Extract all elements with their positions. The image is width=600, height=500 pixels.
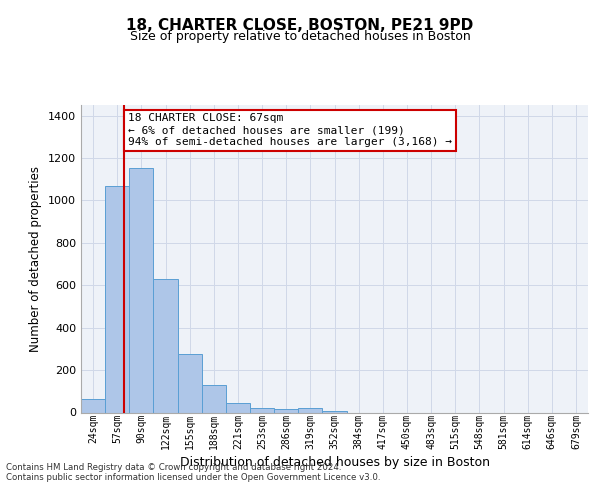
- Bar: [274, 409, 298, 412]
- Bar: [202, 385, 226, 412]
- Text: 18 CHARTER CLOSE: 67sqm
← 6% of detached houses are smaller (199)
94% of semi-de: 18 CHARTER CLOSE: 67sqm ← 6% of detached…: [128, 114, 452, 146]
- Bar: [105, 186, 129, 412]
- Bar: [250, 408, 274, 412]
- Bar: [178, 354, 202, 412]
- Bar: [154, 279, 178, 412]
- Bar: [226, 402, 250, 412]
- Y-axis label: Number of detached properties: Number of detached properties: [29, 166, 43, 352]
- Bar: [81, 400, 105, 412]
- Text: Contains HM Land Registry data © Crown copyright and database right 2024.
Contai: Contains HM Land Registry data © Crown c…: [6, 463, 380, 482]
- X-axis label: Distribution of detached houses by size in Boston: Distribution of detached houses by size …: [179, 456, 490, 469]
- Text: Size of property relative to detached houses in Boston: Size of property relative to detached ho…: [130, 30, 470, 43]
- Bar: [129, 168, 154, 412]
- Text: 18, CHARTER CLOSE, BOSTON, PE21 9PD: 18, CHARTER CLOSE, BOSTON, PE21 9PD: [127, 18, 473, 32]
- Bar: [298, 408, 322, 412]
